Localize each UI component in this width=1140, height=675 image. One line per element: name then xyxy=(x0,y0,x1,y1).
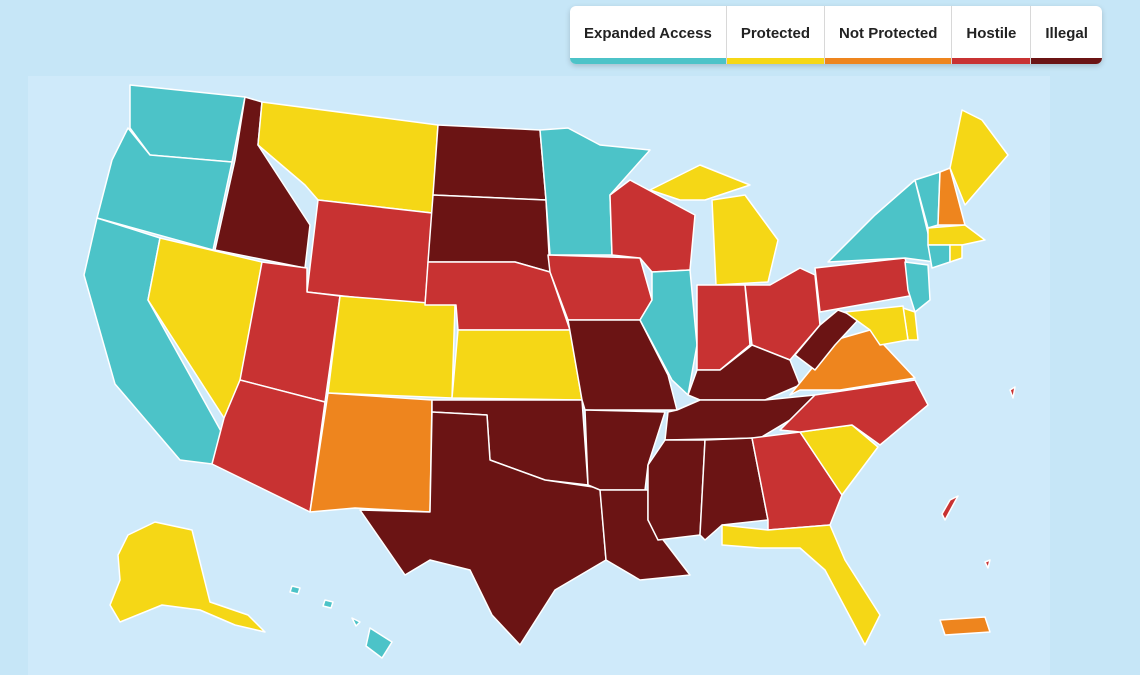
state-colorado[interactable] xyxy=(327,295,456,399)
state-maryland[interactable] xyxy=(844,305,909,346)
legend-item-not-protected[interactable]: Not Protected xyxy=(825,6,953,64)
territory-virgin-islands[interactable] xyxy=(941,386,1016,569)
legend-color-bar xyxy=(825,58,952,64)
state-pennsylvania[interactable] xyxy=(814,257,916,313)
state-massachusetts[interactable] xyxy=(927,224,986,246)
legend: Expanded Access Protected Not Protected … xyxy=(570,6,1102,64)
legend-color-bar xyxy=(1031,58,1102,64)
state-arizona[interactable] xyxy=(211,379,326,513)
state-hawaii[interactable] xyxy=(289,585,393,659)
state-florida[interactable] xyxy=(721,524,881,646)
legend-color-bar xyxy=(726,58,825,64)
state-mississippi[interactable] xyxy=(647,439,706,541)
state-north-carolina[interactable] xyxy=(779,379,929,446)
state-texas[interactable] xyxy=(359,411,607,646)
territory-puerto-rico[interactable] xyxy=(939,616,991,636)
legend-color-bar xyxy=(952,58,1031,64)
legend-color-bar xyxy=(570,58,726,64)
state-kansas[interactable] xyxy=(451,329,583,401)
legend-item-illegal[interactable]: Illegal xyxy=(1031,6,1102,64)
state-new-jersey[interactable] xyxy=(904,261,931,313)
state-south-dakota[interactable] xyxy=(427,194,551,273)
state-rhode-island[interactable] xyxy=(949,244,963,263)
state-maine[interactable] xyxy=(949,109,1009,206)
state-new-mexico[interactable] xyxy=(309,392,433,513)
state-michigan[interactable] xyxy=(649,164,779,286)
state-alaska[interactable] xyxy=(109,521,266,633)
legend-item-hostile[interactable]: Hostile xyxy=(952,6,1032,64)
legend-item-protected[interactable]: Protected xyxy=(726,6,826,64)
state-wyoming[interactable] xyxy=(306,199,433,306)
legend-item-expanded-access[interactable]: Expanded Access xyxy=(570,6,727,64)
state-north-dakota[interactable] xyxy=(432,124,547,201)
state-iowa[interactable] xyxy=(547,254,653,321)
state-illinois[interactable] xyxy=(639,269,698,396)
state-connecticut[interactable] xyxy=(927,244,951,269)
state-new-york[interactable] xyxy=(827,179,936,263)
